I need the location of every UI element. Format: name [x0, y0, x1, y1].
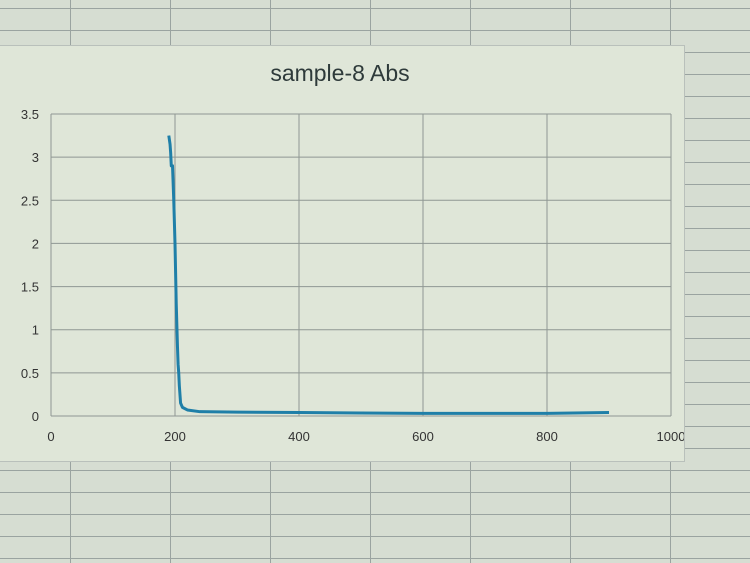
y-tick-label: 1 — [32, 323, 39, 338]
plot-area: 0 0.5 1 1.5 2 2.5 3 3.5 0 200 400 600 800 1000 — [21, 107, 684, 444]
y-tick-label: 3 — [32, 150, 39, 165]
x-tick-label: 1000 — [657, 429, 684, 444]
y-tick-label: 0.5 — [21, 366, 39, 381]
y-tick-label: 0 — [32, 409, 39, 424]
y-tick-label: 2 — [32, 236, 39, 251]
y-tick-label: 2.5 — [21, 193, 39, 208]
x-tick-label: 800 — [536, 429, 558, 444]
chart-title: sample-8 Abs — [270, 60, 410, 86]
x-tick-label: 0 — [47, 429, 54, 444]
chart[interactable]: sample-8 Abs 0 0.5 1 1.5 2 2.5 3 3.5 0 200 400 600 8… — [0, 45, 685, 462]
x-tick-label: 400 — [288, 429, 310, 444]
y-tick-label: 1.5 — [21, 280, 39, 295]
x-tick-label: 600 — [412, 429, 434, 444]
series-line — [167, 135, 610, 415]
y-tick-label: 3.5 — [21, 107, 39, 122]
x-tick-label: 200 — [164, 429, 186, 444]
